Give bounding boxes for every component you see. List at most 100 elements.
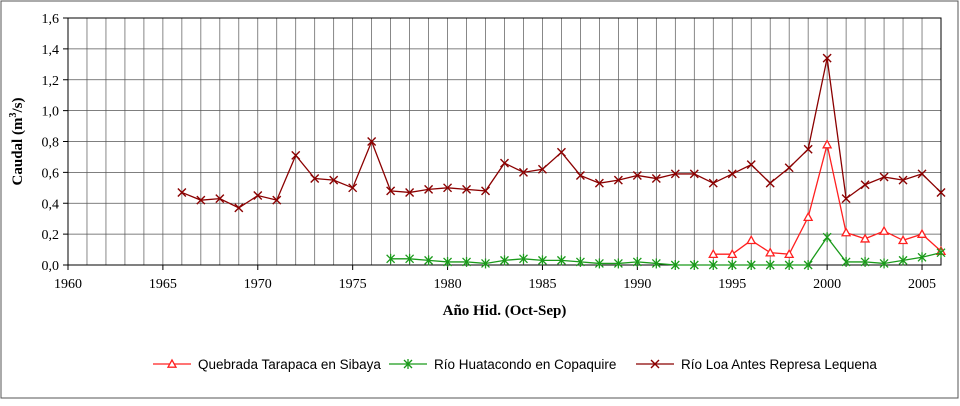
data-point-x [594, 178, 604, 188]
y-tick-label: 0,4 [42, 197, 60, 212]
data-point-star [556, 255, 566, 266]
data-point-triangle [166, 358, 178, 368]
series-2 [386, 232, 946, 270]
data-point-x [898, 175, 908, 185]
data-point-x-stroke [367, 137, 377, 146]
data-point-triangle [727, 248, 738, 259]
data-point-x [177, 187, 187, 197]
data-point-x-stroke [518, 167, 528, 177]
data-point-x-stroke [196, 195, 206, 205]
data-point-x [860, 180, 870, 190]
data-point-star [803, 260, 813, 270]
data-point-x-stroke [481, 186, 491, 196]
data-point-x-stroke [594, 178, 604, 188]
y-tick-label: 1,0 [42, 105, 60, 120]
data-point-star [898, 255, 908, 266]
data-point-x [405, 187, 415, 197]
x-tick-label: 1970 [244, 277, 272, 292]
data-point-triangle [916, 228, 928, 238]
data-point-x-stroke [746, 160, 756, 170]
data-point-x [196, 195, 206, 205]
x-tick-label: 1985 [528, 277, 556, 292]
data-point-triangle [708, 248, 719, 259]
data-point-x [481, 186, 491, 196]
data-point-star [689, 260, 699, 270]
data-point-x-stroke [803, 144, 813, 154]
x-tick-label: 1965 [149, 277, 177, 292]
data-point-x [575, 170, 585, 180]
data-point-x-stroke [898, 175, 908, 185]
data-point-star [462, 256, 472, 267]
x-tick-label: 1990 [623, 277, 651, 292]
data-point-x-stroke [424, 184, 434, 194]
y-axis-title-superscript: 3 [8, 113, 19, 118]
legend-label: Río Huatacondo en Copaquire [434, 357, 616, 372]
data-point-star [860, 256, 870, 267]
x-tick-label: 1980 [434, 277, 462, 292]
x-axis-title: Año Hid. (Oct-Sep) [443, 303, 567, 319]
data-point-x-stroke [556, 147, 566, 157]
legend-item: Río Huatacondo en Copaquire [389, 357, 616, 372]
data-point-triangle [859, 233, 871, 243]
data-point-x [613, 175, 623, 185]
data-point-x [234, 203, 244, 213]
data-point-triangle [765, 247, 776, 257]
data-point-triangle [878, 225, 890, 235]
data-point-star [613, 258, 623, 269]
data-point-x-stroke [765, 178, 775, 188]
data-point-star [405, 253, 415, 264]
y-axis-title-main: Caudal (m [10, 117, 26, 185]
data-point-x-stroke [291, 150, 301, 160]
data-point-x [291, 150, 301, 160]
data-point-star [443, 256, 453, 267]
y-tick-label: 0,6 [42, 166, 60, 181]
data-point-star [632, 256, 642, 267]
data-point-x [310, 174, 320, 184]
x-tick-label: 2000 [813, 277, 841, 292]
data-point-x-stroke [443, 183, 453, 193]
data-point-x [917, 169, 927, 179]
y-tick-label: 0,2 [42, 228, 60, 243]
data-point-x [708, 178, 718, 188]
data-point-star [746, 260, 756, 270]
series-layer [177, 53, 947, 270]
x-tick-label: 1975 [339, 277, 367, 292]
data-point-x-stroke [632, 170, 642, 180]
data-point-star [879, 258, 889, 269]
data-point-x-stroke [386, 186, 396, 196]
data-point-x-stroke [670, 169, 680, 179]
data-point-star [765, 260, 775, 270]
data-point-x [822, 53, 832, 63]
data-point-triangle [897, 234, 909, 245]
data-point-x [765, 178, 775, 188]
legend-item: Río Loa Antes Represa Lequena [636, 357, 877, 372]
x-tick-label: 1995 [718, 277, 746, 292]
data-point-star [822, 232, 832, 243]
x-tick-label: 2005 [908, 277, 936, 292]
legend: Quebrada Tarapaca en Sibaya Río Huatacond… [153, 357, 877, 372]
data-point-triangle [784, 248, 795, 259]
data-point-star [651, 258, 661, 269]
data-point-x [556, 147, 566, 157]
data-point-star [670, 260, 680, 270]
data-point-x [936, 187, 946, 197]
data-point-x-stroke [253, 191, 263, 201]
data-point-x-stroke [348, 183, 358, 193]
data-point-star [537, 255, 547, 266]
data-point-triangle [746, 234, 757, 245]
legend-label: Quebrada Tarapaca en Sibaya [198, 357, 381, 372]
data-point-star [784, 260, 794, 270]
data-point-x-stroke [405, 187, 415, 197]
data-point-triangle [822, 139, 833, 149]
data-point-x [443, 183, 453, 193]
series-line [390, 236, 942, 266]
y-tick-label: 1,2 [42, 74, 60, 89]
data-point-x-stroke [651, 174, 661, 184]
data-point-x-stroke [860, 180, 870, 190]
y-tick-label: 1,4 [42, 43, 60, 58]
data-point-star [575, 256, 585, 267]
data-point-x-stroke [613, 175, 623, 185]
data-point-x-stroke [177, 187, 187, 197]
